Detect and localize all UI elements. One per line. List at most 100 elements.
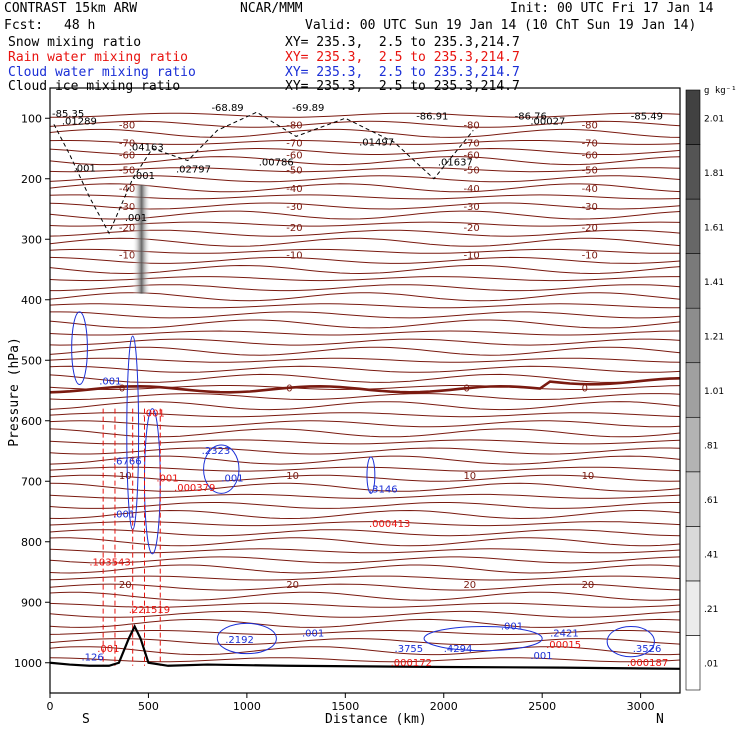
value-annotation: .01497 (359, 137, 394, 148)
contour-line (49, 401, 681, 411)
value-annotation: .001 (530, 651, 552, 662)
value-annotation: -85.35 (52, 109, 84, 120)
x-axis: 0 500 1000 1500 2000 2500 3000 (47, 693, 655, 713)
contour-label: 10 (463, 471, 476, 482)
contour-line (49, 521, 681, 527)
contour-label: -80 (463, 120, 479, 131)
contour-label: -70 (463, 138, 479, 149)
contour-label: 0 (582, 383, 588, 394)
colorbar-tick-label: 1.61 (704, 223, 724, 233)
contour-line (49, 646, 681, 656)
value-annotations: -68.89 -69.89 -86.91 -86.76 -85.49 .01289-85.… (52, 103, 668, 669)
contour-label: -60 (286, 151, 302, 162)
contour-line (49, 583, 681, 591)
y-axis-label: Pressure (hPa) (6, 337, 22, 447)
contour-label: -80 (119, 120, 135, 131)
contour-label: -70 (119, 138, 135, 149)
contour-label: 10 (286, 471, 299, 482)
contour-line (49, 591, 681, 601)
colorbar-cell (685, 362, 701, 418)
value-annotation: .001 (125, 213, 147, 224)
field-rain-name: Rain water mixing ratio (8, 50, 189, 65)
field-snow-xy: XY= 235.3, 2.5 to 235.3,214.7 (285, 35, 520, 50)
value-annotation: .000172 (391, 658, 432, 669)
contour-line (49, 319, 681, 329)
contour-line (49, 556, 681, 564)
contour-label: -80 (582, 120, 598, 131)
value-annotation: .00027 (530, 116, 565, 127)
value-annotation: .103543 (89, 557, 130, 568)
contour-line (49, 292, 681, 302)
colorbar-cell (685, 635, 701, 691)
field-cloudice-name: Cloud ice mixing ratio (8, 79, 181, 94)
contour-label: -30 (463, 202, 479, 213)
contour-label: 0 (463, 383, 469, 394)
x-tick-label: 1500 (331, 700, 359, 713)
colorbar-unit: g kg⁻¹ (704, 86, 737, 96)
field-snow-name: Snow mixing ratio (8, 35, 142, 50)
y-tick-label: 100 (21, 112, 42, 125)
value-annotation: .126 (82, 652, 104, 663)
model-title: CONTRAST 15km ARW (4, 1, 138, 16)
contour-label: 0 (119, 383, 125, 394)
value-annotation: .6766 (113, 456, 142, 467)
value-annotation: .001 (501, 621, 523, 632)
value-annotation: .2192 (225, 635, 254, 646)
x-end-label-right: N (656, 712, 664, 727)
colorbar-cell (685, 144, 701, 200)
value-annotation: .000413 (369, 519, 410, 530)
contour-line (49, 256, 681, 264)
contour-label: -80 (286, 120, 302, 131)
cloud-water-contour (366, 456, 376, 494)
contour-label: -10 (119, 250, 135, 261)
value-annotation: -69.89 (292, 103, 324, 114)
contour-line (49, 393, 681, 400)
contour-line (49, 657, 681, 663)
colorbar-tick-label: .01 (704, 660, 718, 670)
colorbar-tick-label: .41 (704, 551, 718, 561)
contour-line (50, 284, 681, 292)
contour-line (49, 167, 681, 173)
colorbar-cell (685, 526, 701, 582)
contour-label: -50 (119, 166, 135, 177)
contour-line (49, 330, 681, 336)
contour-line (49, 229, 681, 237)
y-tick-label: 500 (21, 354, 42, 367)
contour-line (49, 455, 681, 465)
contour-label: -10 (463, 250, 479, 261)
contour-line (49, 248, 681, 254)
colorbar-tick-label: .81 (704, 442, 718, 452)
contour-label: -60 (463, 151, 479, 162)
contour-label: -30 (286, 202, 302, 213)
contour-line (49, 276, 680, 282)
contour-label: -20 (463, 223, 479, 234)
y-tick-label: 900 (21, 596, 42, 609)
colorbar-cell (685, 307, 701, 364)
contour-line (49, 373, 681, 383)
contour-line (49, 202, 681, 210)
contour-line (49, 537, 681, 547)
fcst-label: Fcst: (4, 18, 44, 33)
value-annotation: .04163 (129, 142, 164, 153)
contour-line (49, 474, 681, 482)
value-annotation: .001 (113, 510, 135, 521)
colorbar-tick-label: 1.81 (704, 169, 724, 179)
contour-label: -20 (582, 223, 598, 234)
fcst-value: 48 h (64, 18, 96, 33)
contour-line (49, 509, 681, 520)
contour-line (49, 221, 681, 227)
cloud-ice-contour (53, 111, 474, 235)
contour-label: -20 (119, 223, 135, 234)
cloud-water-contour (203, 444, 240, 494)
contour-label: -70 (286, 138, 302, 149)
terrain-line (49, 623, 681, 670)
contour-label: -50 (463, 166, 479, 177)
contour-label: -30 (119, 202, 135, 213)
value-annotation: -86.76 (515, 111, 547, 122)
value-annotation: .02797 (176, 165, 211, 176)
contour-line (49, 120, 681, 128)
colorbar-cell (685, 89, 701, 145)
snow-shading (53, 111, 655, 666)
value-annotation: .001 (156, 473, 178, 484)
